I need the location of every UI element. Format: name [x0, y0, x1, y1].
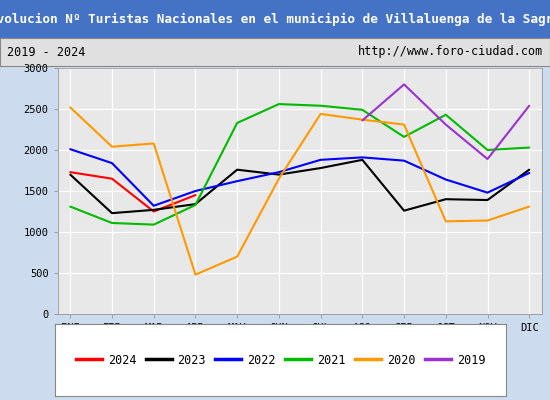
Text: 2019 - 2024: 2019 - 2024 — [7, 46, 85, 58]
Legend: 2024, 2023, 2022, 2021, 2020, 2019: 2024, 2023, 2022, 2021, 2020, 2019 — [71, 349, 490, 371]
Text: http://www.foro-ciudad.com: http://www.foro-ciudad.com — [358, 46, 543, 58]
Text: Evolucion Nº Turistas Nacionales en el municipio de Villaluenga de la Sagra: Evolucion Nº Turistas Nacionales en el m… — [0, 12, 550, 26]
